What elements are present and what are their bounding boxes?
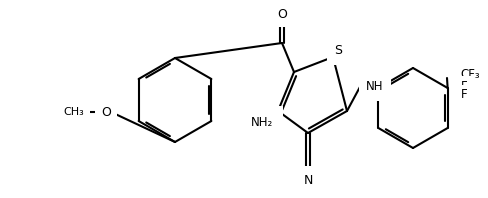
Text: CF₃: CF₃ (460, 69, 480, 82)
Text: F: F (461, 89, 468, 102)
Text: O: O (101, 106, 111, 118)
Text: NH: NH (366, 81, 384, 93)
Text: N: N (304, 173, 313, 187)
Text: O: O (277, 8, 287, 21)
Text: NH₂: NH₂ (251, 115, 273, 129)
Text: F: F (461, 80, 468, 92)
Text: S: S (334, 45, 342, 57)
Text: CH₃: CH₃ (63, 107, 84, 117)
